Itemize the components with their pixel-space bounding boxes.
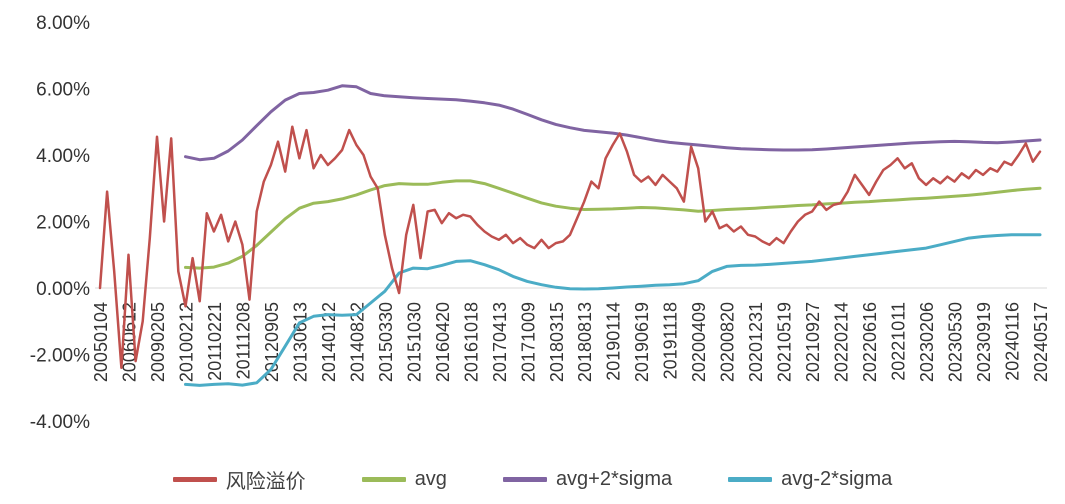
x-axis-label: 20050104 [91, 302, 111, 382]
x-axis-label: 20171009 [518, 302, 538, 382]
x-axis-label: 20221011 [889, 302, 909, 381]
x-axis-label: 20110221 [205, 302, 225, 381]
y-axis-label: -4.00% [30, 412, 90, 433]
y-axis-label: -2.00% [30, 346, 90, 367]
legend-item-avg-plus-2sigma: avg+2*sigma [502, 468, 673, 491]
legend-label-avg: avg [414, 468, 447, 490]
x-axis-label: 20230530 [946, 302, 966, 382]
x-axis-label: 20220616 [860, 302, 880, 382]
legend-item-risk-premium: 风险溢价 [172, 465, 306, 494]
x-axis-label: 20200820 [718, 302, 738, 382]
x-axis-label: 20200409 [689, 302, 709, 382]
y-axis-label: 4.00% [36, 146, 90, 167]
legend-item-avg: avg [361, 468, 447, 491]
y-axis-label: 8.00% [36, 13, 90, 34]
legend-label-avg-minus-2sigma: avg-2*sigma [781, 468, 893, 490]
x-axis-label: 20161018 [461, 302, 481, 382]
chart-legend: 风险溢价 avg avg+2*sigma avg-2*sigma [0, 465, 1065, 494]
x-axis-label: 20140822 [347, 302, 367, 382]
series-line-avg-minus-2sigma [184, 233, 1042, 387]
x-axis-label: 20180315 [547, 302, 567, 382]
x-axis-label: 20191118 [661, 302, 681, 379]
legend-swatch-avg-plus-2sigma [502, 477, 547, 482]
series-line-avg-plus-2sigma [184, 84, 1042, 162]
x-axis-label: 20090205 [148, 302, 168, 382]
x-axis-label: 20111208 [233, 302, 253, 379]
legend-label-risk-premium: 风险溢价 [225, 471, 306, 493]
x-axis-label: 20180813 [575, 302, 595, 382]
x-axis-label: 20230919 [974, 302, 994, 382]
x-axis-label: 20190114 [604, 302, 624, 381]
x-axis-label: 20201231 [746, 302, 766, 382]
x-axis-label: 20190619 [632, 302, 652, 382]
x-axis-label: 20210927 [803, 302, 823, 382]
series-line-risk-premium [98, 125, 1042, 370]
legend-swatch-avg [361, 477, 406, 482]
legend-label-avg-plus-2sigma: avg+2*sigma [555, 468, 673, 490]
legend-swatch-avg-minus-2sigma [728, 477, 773, 482]
x-axis-label: 20160420 [433, 302, 453, 382]
x-axis-label: 20220214 [832, 302, 852, 382]
y-axis-label: 2.00% [36, 213, 90, 234]
x-axis-label: 20150330 [376, 302, 396, 382]
x-axis-label: 20240517 [1031, 302, 1051, 382]
x-axis-label: 20151030 [404, 302, 424, 382]
x-axis-label: 20100212 [177, 302, 197, 382]
x-axis-label: 20210519 [775, 302, 795, 382]
x-axis-label: 20170413 [490, 302, 510, 382]
legend-item-avg-minus-2sigma: avg-2*sigma [728, 468, 892, 491]
legend-swatch-risk-premium [172, 477, 217, 482]
y-axis-label: 0.00% [36, 279, 90, 300]
x-axis-label: 20240116 [1003, 302, 1023, 381]
x-axis-label: 20130613 [290, 302, 310, 382]
series-line-avg [184, 179, 1042, 270]
x-axis-label: 20140122 [319, 302, 339, 382]
y-axis-label: 6.00% [36, 80, 90, 101]
x-axis-label: 20230206 [917, 302, 937, 382]
